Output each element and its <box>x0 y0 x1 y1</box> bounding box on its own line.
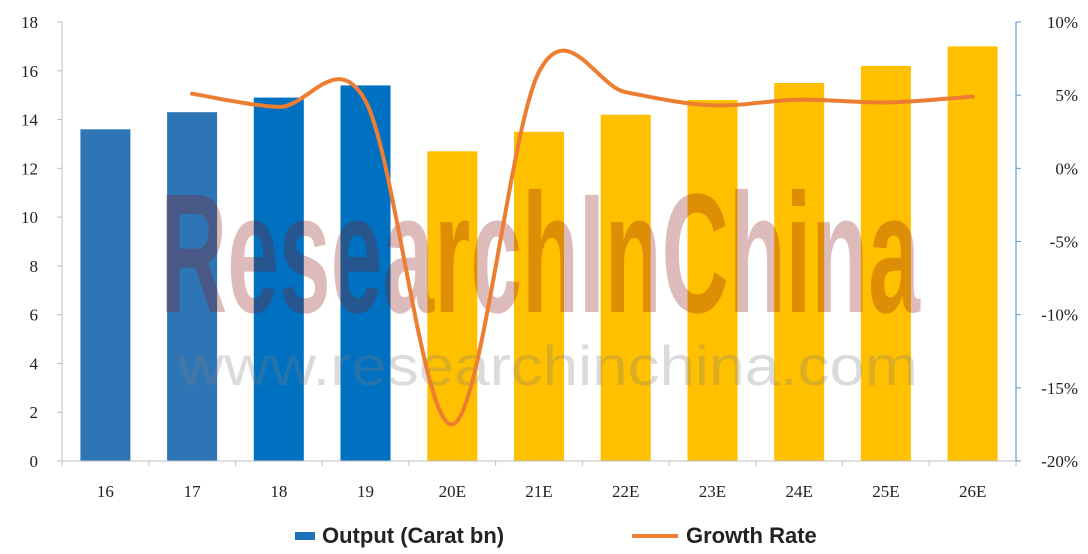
axes-layer <box>57 21 1021 466</box>
x-tick-label-19: 19 <box>357 482 374 501</box>
y-left-tick-label-16: 16 <box>21 62 38 81</box>
bar-21e <box>514 131 564 462</box>
y-left-tick-label-0: 0 <box>30 452 39 471</box>
x-tick-label-24e: 24E <box>785 482 812 501</box>
y-left-tick-label-2: 2 <box>30 403 39 422</box>
watermark-layer: ResearchInChina www.researchinchina.com <box>160 159 921 397</box>
bar-25e <box>860 65 911 462</box>
y-left-tick-label-8: 8 <box>30 257 39 276</box>
y-left-tick-label-6: 6 <box>30 306 39 325</box>
y-left-tick-label-14: 14 <box>21 111 39 130</box>
x-tick-label-21e: 21E <box>525 482 552 501</box>
bar-26e <box>947 46 998 462</box>
x-tick-label-23e: 23E <box>699 482 726 501</box>
x-tick-label-25e: 25E <box>872 482 899 501</box>
y-right-tick-label--10%: -10% <box>1041 306 1078 325</box>
bar-23e <box>687 100 738 461</box>
x-tick-label-16: 16 <box>97 482 114 501</box>
tick-labels-layer: 0 2 4 6 8 10 12 14 16 18 -20% -15% -10% -5% 0% 5% 10% 16 1… <box>21 13 1078 501</box>
y-right-tick-label--15%: -15% <box>1041 379 1078 398</box>
legend-label-output: Output (Carat bn) <box>322 523 504 548</box>
y-right-tick-label--5%: -5% <box>1050 233 1078 252</box>
bar-24e <box>774 83 825 461</box>
bar-18 <box>253 97 304 461</box>
y-left-tick-label-12: 12 <box>21 159 38 178</box>
x-tick-label-18: 18 <box>270 482 287 501</box>
bar-16 <box>80 129 131 462</box>
x-tick-label-22e: 22E <box>612 482 639 501</box>
growth-line-layer <box>190 48 975 427</box>
watermark-url: www.researchinchina.com <box>177 334 918 397</box>
y-left-tick-label-4: 4 <box>30 354 39 373</box>
growth-rate-line <box>190 48 975 427</box>
legend-swatch-output <box>295 532 315 540</box>
x-tick-label-17: 17 <box>184 482 202 501</box>
y-right-tick-label--20%: -20% <box>1041 452 1078 471</box>
x-tick-label-26e: 26E <box>959 482 986 501</box>
legend-label-growth: Growth Rate <box>686 523 817 548</box>
y-left-tick-label-18: 18 <box>21 13 38 32</box>
y-right-tick-label-0%: 0% <box>1055 159 1078 178</box>
y-right-tick-label-10%: 10% <box>1047 13 1078 32</box>
x-tick-label-20e: 20E <box>439 482 466 501</box>
y-left-tick-label-10: 10 <box>21 208 38 227</box>
bar-22e <box>600 114 651 461</box>
y-right-tick-label-5%: 5% <box>1055 86 1078 105</box>
watermark-logo: ResearchInChina <box>160 159 921 349</box>
bar-20e <box>427 151 478 462</box>
bar-17 <box>167 112 218 461</box>
legend: Output (Carat bn) Growth Rate <box>295 523 817 548</box>
